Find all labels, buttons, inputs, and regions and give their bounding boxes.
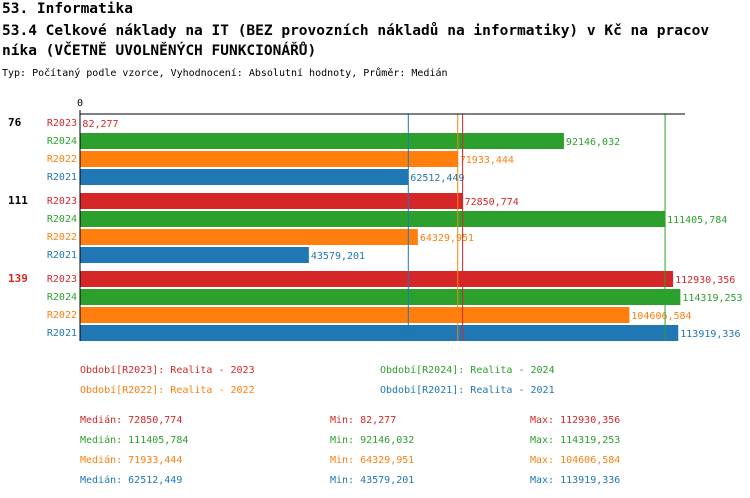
stat-median: Medián: 62512,449 xyxy=(80,474,182,486)
bar xyxy=(80,151,458,167)
title-line: níka (VČETNĚ UVOLNĚNÝCH FUNKCIONÁŘŮ) xyxy=(2,41,316,59)
value-label: 64329,951 xyxy=(420,233,474,244)
legend-entry: Období[R2021]: Realita - 2021 xyxy=(380,384,555,396)
series-label: R2024 xyxy=(47,136,77,147)
bar xyxy=(80,229,418,245)
series-label: R2022 xyxy=(47,154,77,165)
group-label: 76 xyxy=(8,116,22,129)
stat-max: Max: 104606,584 xyxy=(530,455,620,466)
group-label: 111 xyxy=(8,194,28,207)
value-label: 62512,449 xyxy=(410,173,464,184)
series-label: R2023 xyxy=(47,196,77,207)
stat-min: Min: 92146,032 xyxy=(330,435,414,446)
bar xyxy=(80,325,679,341)
bar xyxy=(80,193,463,209)
stat-min: Min: 64329,951 xyxy=(330,455,414,466)
series-label: R2024 xyxy=(47,214,77,225)
stat-median: Medián: 72850,774 xyxy=(80,414,182,426)
value-label: 112930,356 xyxy=(675,275,735,286)
value-label: 114319,253 xyxy=(682,293,742,304)
bar xyxy=(80,307,630,323)
value-label: 71933,444 xyxy=(460,155,514,166)
value-label: 72850,774 xyxy=(465,197,519,208)
bar xyxy=(80,247,309,263)
value-label: 82,277 xyxy=(82,119,118,130)
series-label: R2021 xyxy=(47,172,77,183)
stat-max: Max: 113919,336 xyxy=(530,475,620,486)
legend-entry: Období[R2022]: Realita - 2022 xyxy=(80,384,255,396)
series-label: R2022 xyxy=(47,310,77,321)
x-tick-label: 0 xyxy=(77,98,83,109)
bar xyxy=(80,211,666,227)
value-label: 104606,584 xyxy=(631,311,691,322)
group-label: 139 xyxy=(8,272,28,285)
value-label: 113919,336 xyxy=(680,329,740,340)
legend-entry: Období[R2023]: Realita - 2023 xyxy=(80,364,255,376)
bar xyxy=(80,271,674,287)
bar xyxy=(80,289,681,305)
stat-median: Medián: 111405,784 xyxy=(80,434,188,446)
series-label: R2023 xyxy=(47,274,77,285)
value-label: 111405,784 xyxy=(667,215,727,226)
stat-min: Min: 82,277 xyxy=(330,415,396,426)
series-label: R2024 xyxy=(47,292,77,303)
series-label: R2022 xyxy=(47,232,77,243)
stat-median: Medián: 71933,444 xyxy=(80,454,182,466)
value-label: 92146,032 xyxy=(566,137,620,148)
stat-max: Max: 112930,356 xyxy=(530,415,620,426)
bar xyxy=(80,169,409,185)
series-label: R2021 xyxy=(47,250,77,261)
series-label: R2023 xyxy=(47,118,77,129)
stat-min: Min: 43579,201 xyxy=(330,475,414,486)
title-line: 53. Informatika xyxy=(2,1,133,17)
bar xyxy=(80,133,564,149)
title-line: 53.4 Celkové náklady na IT (BEZ provozní… xyxy=(2,22,709,39)
stat-max: Max: 114319,253 xyxy=(530,435,620,446)
legend-entry: Období[R2024]: Realita - 2024 xyxy=(380,364,555,376)
series-label: R2021 xyxy=(47,328,77,339)
value-label: 43579,201 xyxy=(311,251,365,262)
subtitle: Typ: Počítaný podle vzorce, Vyhodnocení:… xyxy=(2,67,448,79)
